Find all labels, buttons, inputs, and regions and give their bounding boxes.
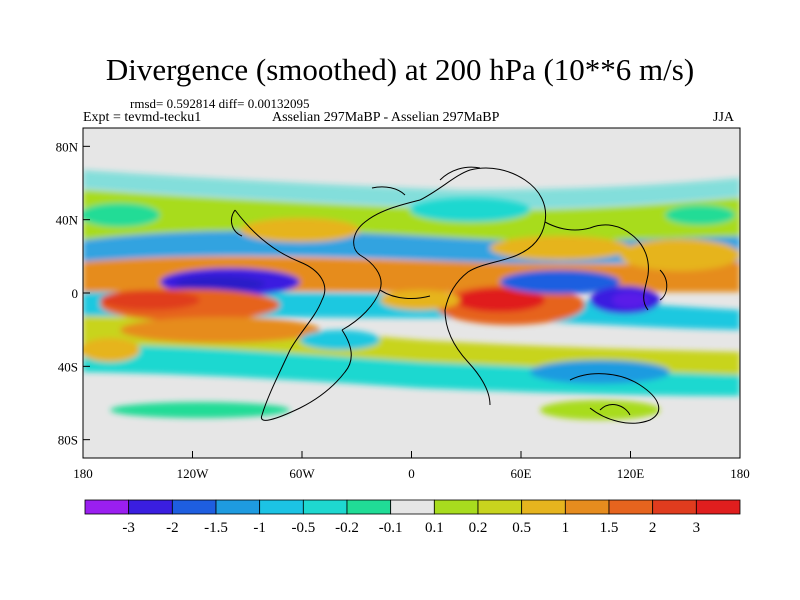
- colorbar-label: -0.1: [379, 520, 403, 536]
- lat-tick-label: 0: [72, 286, 79, 301]
- lon-tick-label: 60E: [511, 466, 532, 481]
- colorbar-swatch: [128, 499, 173, 515]
- colorbar-swatch: [477, 499, 523, 515]
- lat-tick-label: 80S: [58, 433, 78, 448]
- colorbar-label: -2: [166, 520, 179, 536]
- experiment-label: Expt = tevmd-tecku1: [83, 110, 202, 125]
- colorbar-label: -1: [253, 520, 266, 536]
- colorbar-label: 0.2: [469, 520, 488, 536]
- colorbar-swatch: [259, 499, 304, 515]
- season-label: JJA: [713, 110, 735, 125]
- lat-tick-label: 40N: [56, 213, 79, 228]
- axis-ticks: 80N 40N 0 40S 80S 180 120W 60W 0 60E 120E 180: [56, 139, 750, 481]
- colorbar-swatch: [433, 499, 479, 515]
- colorbar-label: -1.5: [204, 520, 228, 536]
- colorbar-label: -3: [122, 520, 135, 536]
- rmsd-diff-stats: rmsd= 0.592814 diff= 0.00132095: [130, 96, 310, 111]
- lon-tick-label: 180: [73, 466, 93, 481]
- colorbar-label: 0.5: [512, 520, 531, 536]
- lon-tick-label: 180: [730, 466, 750, 481]
- colorbar-label: 0.1: [425, 520, 444, 536]
- comparison-subtitle: Asselian 297MaBP - Asselian 297MaBP: [272, 110, 500, 125]
- colorbar-swatch: [608, 499, 654, 515]
- colorbar-swatch: [521, 499, 566, 515]
- coastlines: [231, 166, 668, 424]
- colorbar-label: 1.5: [600, 520, 619, 536]
- lon-tick-label: 60W: [289, 466, 315, 481]
- lon-tick-label: 120E: [617, 466, 645, 481]
- colorbar-swatch: [84, 499, 130, 515]
- colorbar-label: -0.2: [335, 520, 359, 536]
- colorbar-swatch: [652, 499, 697, 515]
- colorbar-label: 2: [649, 520, 657, 536]
- colorbar-swatch: [695, 499, 741, 515]
- colorbar-swatch: [564, 499, 610, 515]
- lon-tick-label: 0: [408, 466, 415, 481]
- colorbar-swatch: [346, 499, 392, 515]
- colorbar-swatch: [390, 499, 435, 515]
- colorbar-swatch: [215, 499, 261, 515]
- colorbar: -3 -2 -1.5 -1 -0.5 -0.2 -0.1 0.1 0.2 0.5 1 1.5 2 3: [84, 499, 741, 536]
- colorbar-label: 1: [562, 520, 570, 536]
- colorbar-swatch: [302, 499, 348, 515]
- map-title: Divergence (smoothed) at 200 hPa (10**6 …: [105, 52, 695, 87]
- lat-tick-label: 40S: [58, 359, 78, 374]
- lat-tick-label: 80N: [56, 139, 79, 154]
- divergence-field: [83, 128, 740, 458]
- colorbar-swatch: [171, 499, 217, 515]
- colorbar-label: 3: [693, 520, 701, 536]
- lon-tick-label: 120W: [177, 466, 210, 481]
- colorbar-label: -0.5: [291, 520, 315, 536]
